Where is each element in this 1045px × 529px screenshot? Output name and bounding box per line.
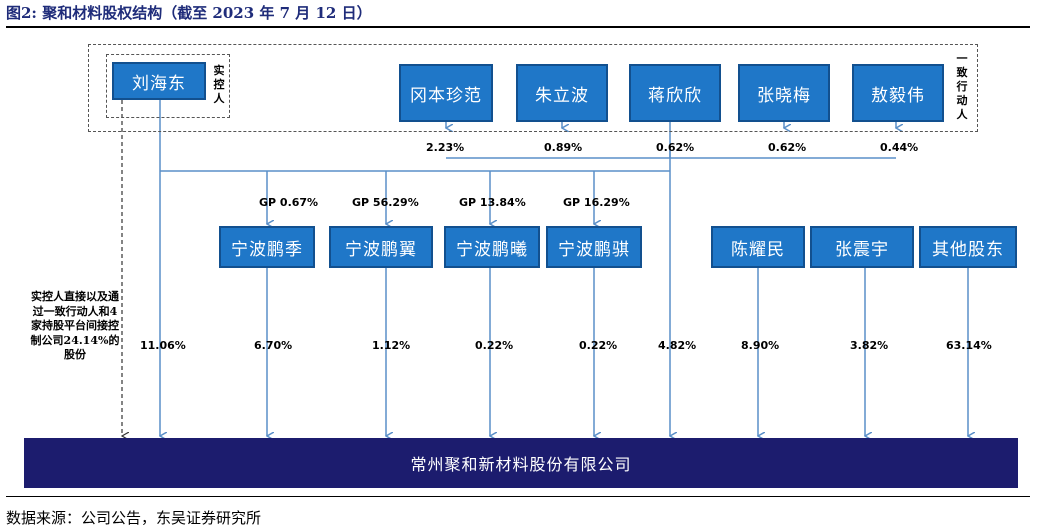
other-pct-1: 8.90% — [741, 339, 780, 352]
platform-box-1: 宁波鹏季 — [219, 226, 315, 268]
concert-box-4: 张晓梅 — [738, 64, 830, 122]
figure-title: 图2: 聚和材料股权结构（截至 2023 年 7 月 12 日） — [6, 4, 372, 22]
company-box: 常州聚和新材料股份有限公司 — [24, 438, 1018, 488]
other-box-3: 其他股东 — [919, 226, 1017, 268]
source-note: 数据来源：公司公告，东吴证券研究所 — [6, 509, 262, 527]
concert-pct-4: 0.62% — [768, 141, 807, 154]
concert-pct-2: 0.89% — [544, 141, 583, 154]
controller-box: 刘海东 — [112, 62, 206, 100]
concert-box-2: 朱立波 — [516, 64, 608, 122]
concert-box-3: 蒋欣欣 — [629, 64, 721, 122]
concert-box-5: 敖毅伟 — [852, 64, 944, 122]
concert-group-box — [88, 44, 978, 132]
platform-pct-2: 1.12% — [372, 339, 411, 352]
platform-pct-4: 0.22% — [579, 339, 618, 352]
gp-label-1: GP 0.67% — [259, 196, 319, 209]
platform-box-3: 宁波鹏曦 — [444, 226, 540, 268]
platform-box-2: 宁波鹏翼 — [329, 226, 433, 268]
gp-label-3: GP 13.84% — [459, 196, 526, 209]
other-box-1: 陈耀民 — [711, 226, 805, 268]
concert-pct-3: 0.62% — [656, 141, 695, 154]
controller-label: 实控人 — [213, 64, 225, 105]
bottom-rule — [6, 496, 1030, 497]
concert-pct-5: 0.44% — [880, 141, 919, 154]
top-rule — [6, 26, 1030, 28]
other-box-2: 张震宇 — [810, 226, 914, 268]
other-pct-3: 63.14% — [946, 339, 992, 352]
concert-total-pct: 4.82% — [658, 339, 697, 352]
control-note: 实控人直接以及通过一致行动人和4家持股平台间接控制公司24.14%的股份 — [30, 290, 120, 361]
platform-pct-3: 0.22% — [475, 339, 514, 352]
platform-pct-1: 6.70% — [254, 339, 293, 352]
concert-pct-1: 2.23% — [426, 141, 465, 154]
controller-pct: 11.06% — [140, 339, 186, 352]
gp-label-2: GP 56.29% — [352, 196, 419, 209]
other-pct-2: 3.82% — [850, 339, 889, 352]
gp-label-4: GP 16.29% — [563, 196, 630, 209]
platform-box-4: 宁波鹏骐 — [546, 226, 642, 268]
concert-label: 一致行动人 — [956, 52, 968, 121]
concert-box-1: 冈本珍范 — [399, 64, 493, 122]
controller-group-box — [106, 54, 230, 118]
